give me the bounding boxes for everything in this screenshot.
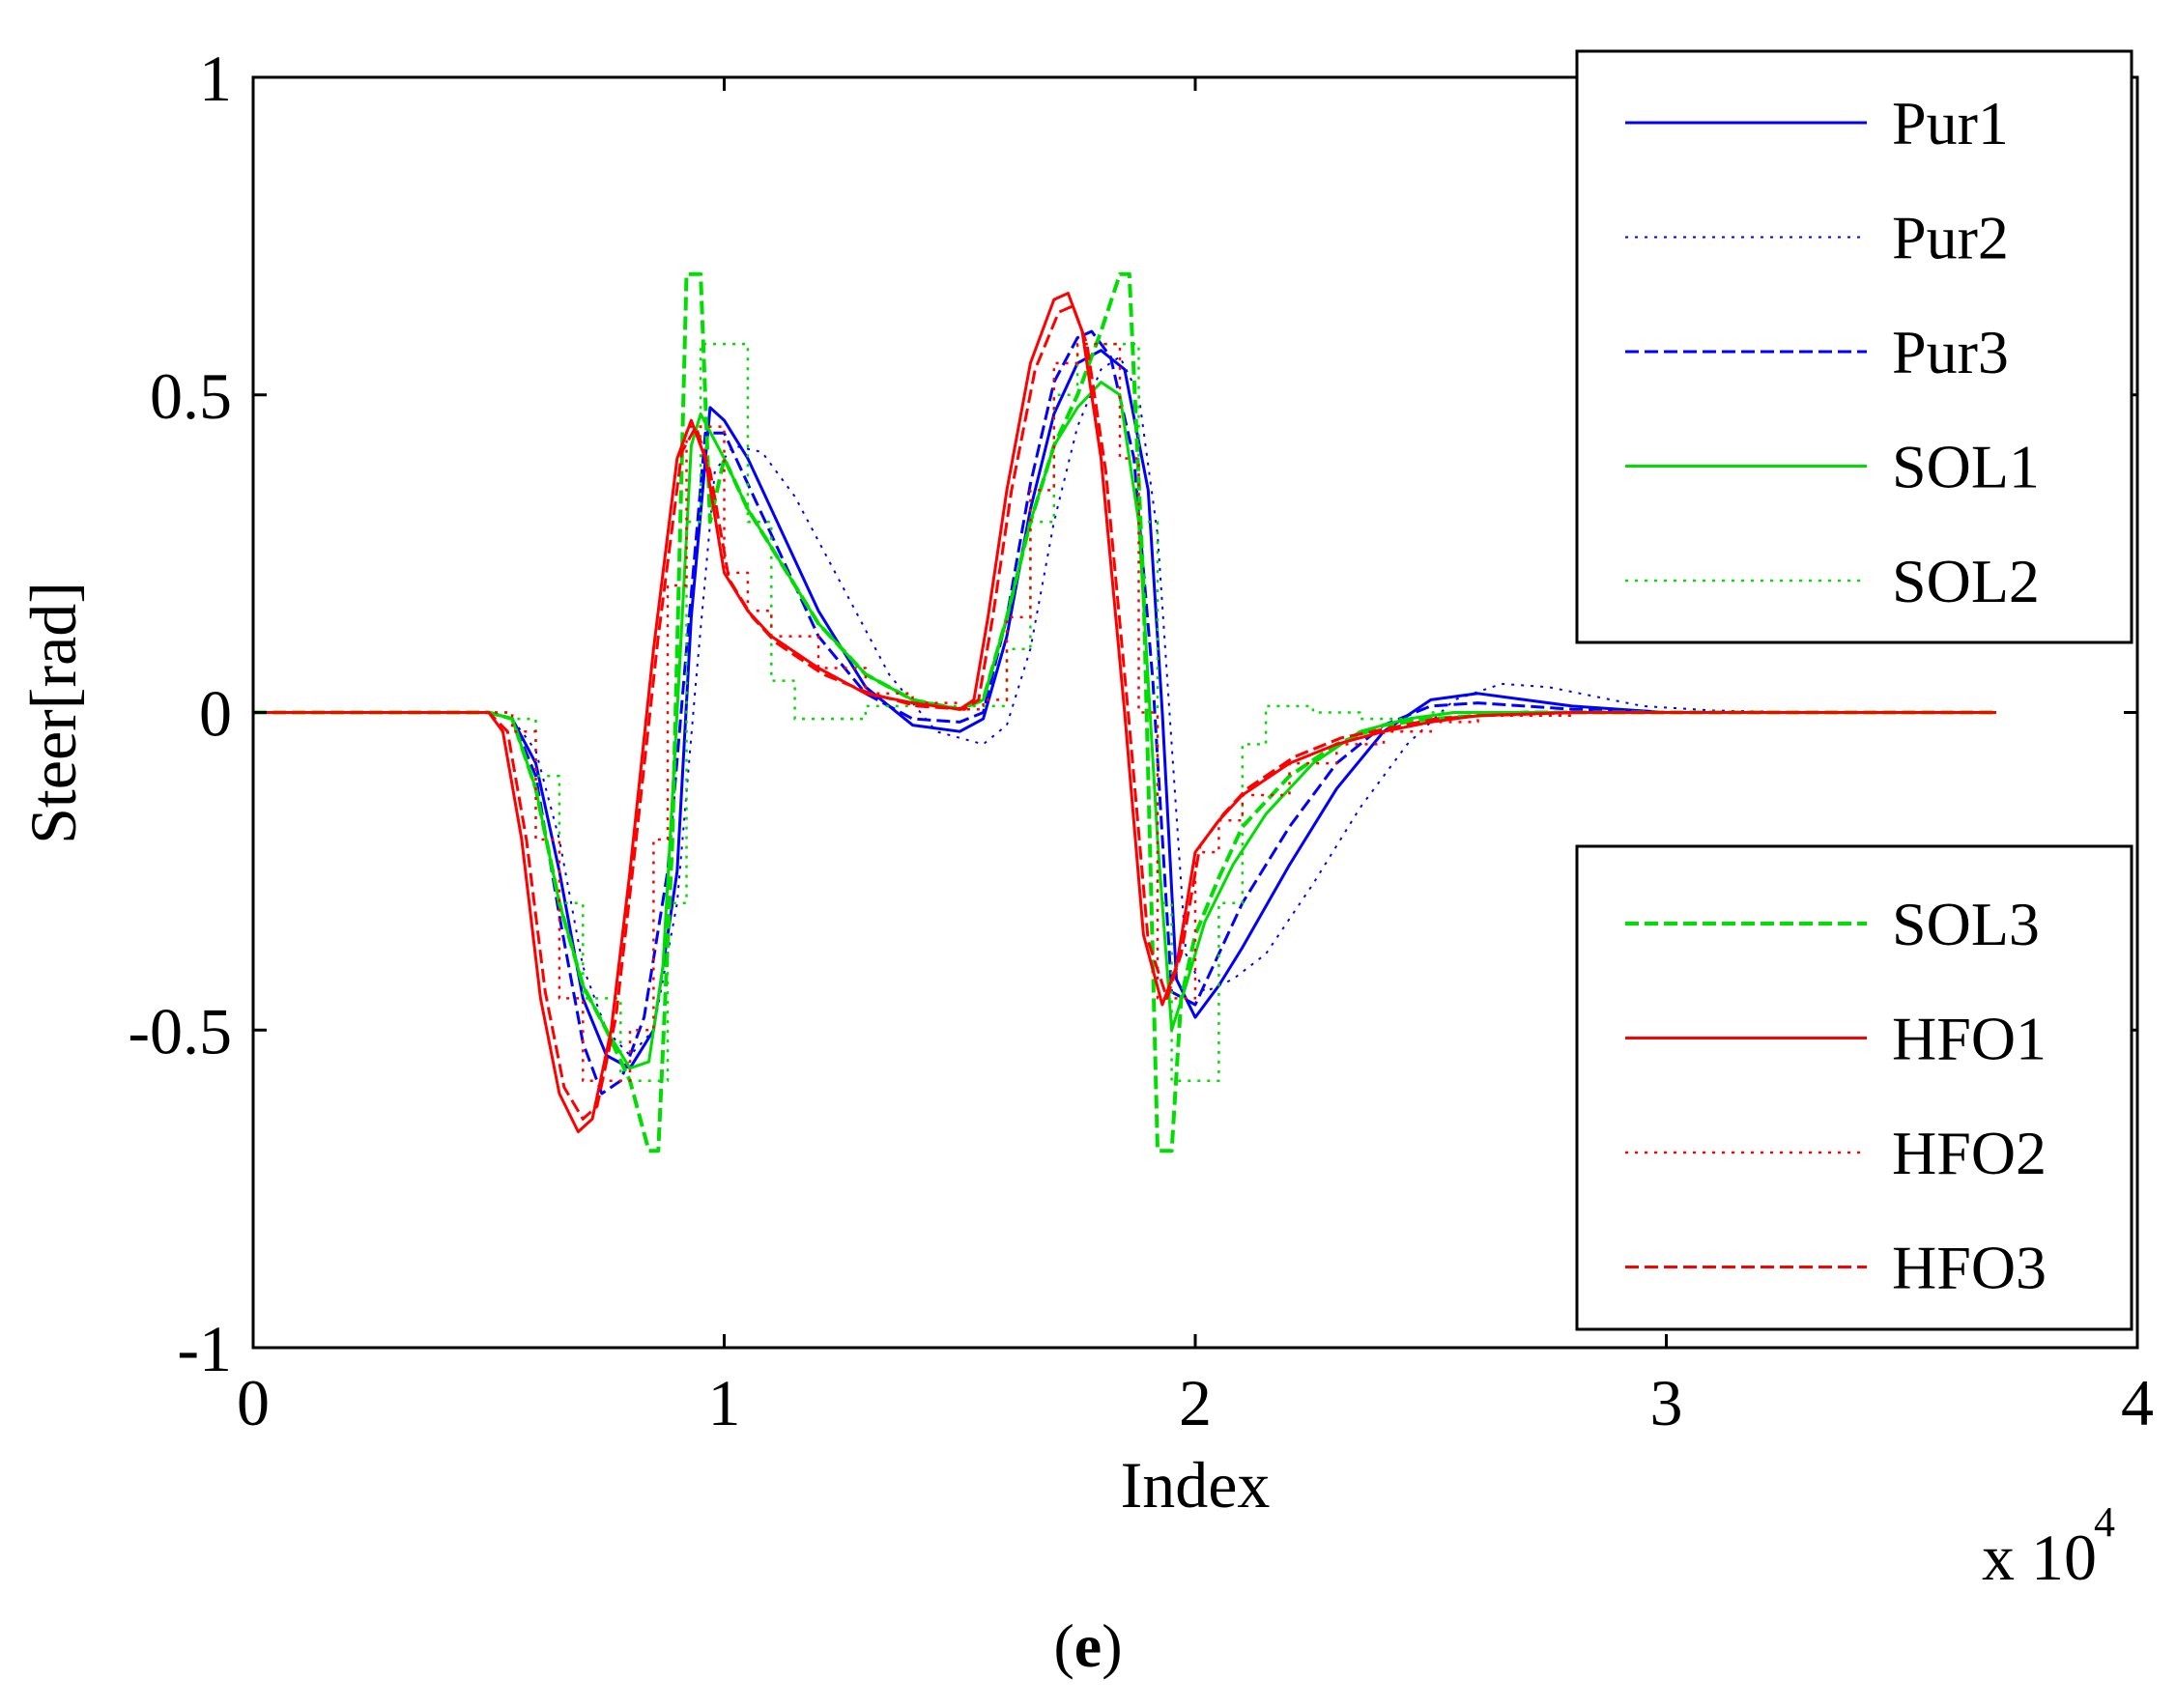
panel-label-close: ) — [1102, 1611, 1122, 1680]
legend-top-right: Pur1 Pur2 Pur3 SOL1 SOL2 — [1575, 49, 2133, 644]
series-line-pur2 — [253, 356, 1996, 1057]
x-tick-label: 0 — [237, 1366, 270, 1439]
panel-label-open: ( — [1053, 1611, 1074, 1680]
legend-label-pur3: Pur3 — [1892, 318, 2009, 386]
legend-bottom-right: SOL3 HFO1 HFO2 HFO3 — [1575, 844, 2133, 1331]
x-tick-label: 4 — [2121, 1366, 2154, 1439]
series-line-sol3 — [253, 271, 1996, 1153]
y-tick-label: 0.5 — [150, 359, 232, 433]
legend-label-pur1: Pur1 — [1892, 89, 2009, 157]
legend-label-sol2: SOL2 — [1892, 547, 2040, 615]
y-tick-label: -1 — [177, 1312, 232, 1385]
axis-ticks: 0 1 2 3 4 -1 -0.5 0 0.5 1 — [128, 42, 2154, 1439]
legend-label-hfo3: HFO3 — [1892, 1234, 2047, 1302]
y-axis-title: Steer[rad] — [16, 582, 90, 844]
x-multiplier-exponent: 4 — [2094, 1498, 2115, 1546]
y-tick-label: 0 — [199, 677, 232, 751]
x-tick-label: 3 — [1650, 1366, 1683, 1439]
x-multiplier-label: x 10 — [1982, 1521, 2097, 1594]
series-line-pur1 — [253, 349, 1996, 1070]
legend-box — [1575, 49, 2133, 644]
x-multiplier-base: x 10 — [1982, 1521, 2097, 1594]
series-line-hfo3 — [253, 304, 1996, 1121]
series-lines — [253, 271, 1996, 1153]
y-tick-label: 1 — [199, 42, 232, 115]
legend-box — [1575, 844, 2133, 1331]
series-line-sol1 — [253, 381, 1996, 1070]
legend-label-sol1: SOL1 — [1892, 433, 2040, 501]
y-tick-label: -0.5 — [128, 994, 232, 1068]
legend-label-hfo2: HFO2 — [1892, 1119, 2047, 1187]
x-tick-label: 2 — [1179, 1366, 1212, 1439]
legend-label-sol3: SOL3 — [1892, 890, 2040, 958]
panel-label: (e) — [1053, 1611, 1122, 1680]
series-line-hfo1 — [253, 292, 1996, 1133]
panel-label-letter: e — [1074, 1611, 1102, 1680]
legend-label-pur2: Pur2 — [1892, 204, 2009, 272]
x-axis-title: Index — [1121, 1448, 1271, 1522]
series-line-hfo2 — [253, 342, 1996, 1083]
x-tick-label: 1 — [708, 1366, 741, 1439]
legend-label-hfo1: HFO1 — [1892, 1005, 2047, 1073]
